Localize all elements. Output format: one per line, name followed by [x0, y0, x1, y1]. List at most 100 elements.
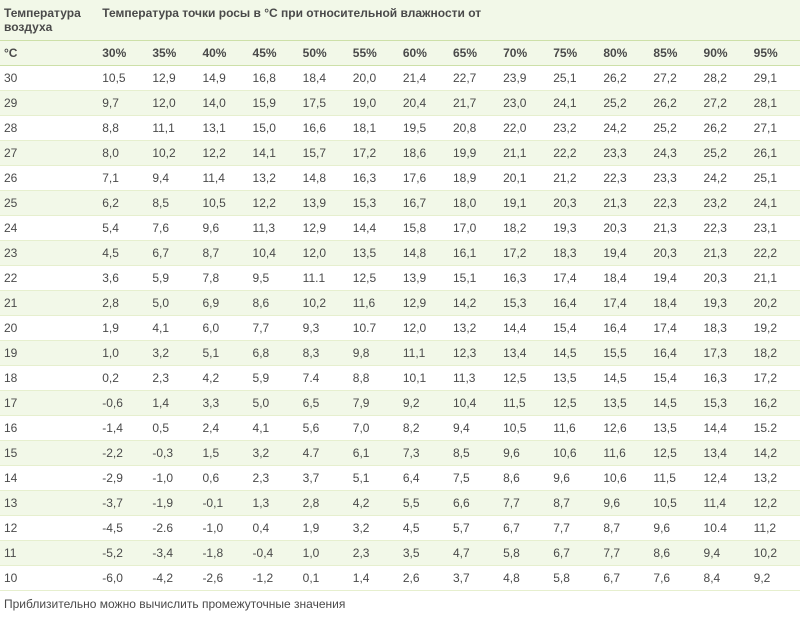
- cell-value: 1,0: [98, 341, 148, 366]
- footer-note: Приблизительно можно вычислить промежуто…: [0, 591, 800, 615]
- cell-value: 3,6: [98, 266, 148, 291]
- cell-value: 12,3: [449, 341, 499, 366]
- cell-value: 18,4: [599, 266, 649, 291]
- cell-value: 7,7: [499, 491, 549, 516]
- table-row: 180,22,34,25,97.48,810,111,312,513,514,5…: [0, 366, 800, 391]
- cell-value: 7,9: [349, 391, 399, 416]
- cell-value: 16,8: [249, 66, 299, 91]
- cell-value: 16,1: [449, 241, 499, 266]
- cell-value: 18,0: [449, 191, 499, 216]
- cell-value: 11,2: [750, 516, 800, 541]
- cell-value: 27,2: [700, 91, 750, 116]
- cell-value: 24,2: [599, 116, 649, 141]
- cell-value: 14,2: [449, 291, 499, 316]
- cell-value: 10,5: [198, 191, 248, 216]
- table-row: 13-3,7-1,9-0,11,32,84,25,56,67,78,79,610…: [0, 491, 800, 516]
- table-row: 11-5,2-3,4-1,8-0,41,02,33,54,75,86,77,78…: [0, 541, 800, 566]
- cell-value: 15,3: [349, 191, 399, 216]
- cell-value: -0,6: [98, 391, 148, 416]
- cell-value: 2,6: [399, 566, 449, 591]
- cell-value: 1,4: [349, 566, 399, 591]
- cell-value: 14,9: [198, 66, 248, 91]
- cell-value: 24,1: [549, 91, 599, 116]
- cell-value: 11,6: [549, 416, 599, 441]
- cell-value: -2,9: [98, 466, 148, 491]
- cell-value: 11,6: [349, 291, 399, 316]
- cell-airtemp: 27: [0, 141, 98, 166]
- cell-value: 6,4: [399, 466, 449, 491]
- cell-airtemp: 12: [0, 516, 98, 541]
- cell-value: 9,5: [249, 266, 299, 291]
- cell-value: 9,4: [700, 541, 750, 566]
- cell-airtemp: 10: [0, 566, 98, 591]
- cell-value: 16,4: [649, 341, 699, 366]
- cell-airtemp: 20: [0, 316, 98, 341]
- cell-value: 20,3: [599, 216, 649, 241]
- cell-value: 19,0: [349, 91, 399, 116]
- cell-value: 13,4: [700, 441, 750, 466]
- cell-value: 28,1: [750, 91, 800, 116]
- cell-value: 21,3: [649, 216, 699, 241]
- col-header-humidity: 50%: [299, 41, 349, 66]
- cell-value: 1,9: [98, 316, 148, 341]
- cell-airtemp: 23: [0, 241, 98, 266]
- table-row: 299,712,014,015,917,519,020,421,723,024,…: [0, 91, 800, 116]
- cell-value: 14,4: [349, 216, 399, 241]
- cell-value: 1,4: [148, 391, 198, 416]
- cell-value: 19,3: [700, 291, 750, 316]
- cell-value: 12,0: [299, 241, 349, 266]
- cell-value: 6,7: [148, 241, 198, 266]
- cell-value: 23,1: [750, 216, 800, 241]
- table-row: 14-2,9-1,00,62,33,75,16,47,58,69,610,611…: [0, 466, 800, 491]
- col-header-humidity: 85%: [649, 41, 699, 66]
- cell-value: 16,6: [299, 116, 349, 141]
- cell-value: 13,9: [399, 266, 449, 291]
- cell-value: 3,2: [349, 516, 399, 541]
- cell-value: 11,5: [649, 466, 699, 491]
- cell-value: 7,1: [98, 166, 148, 191]
- cell-value: 25,2: [599, 91, 649, 116]
- cell-value: 20,8: [449, 116, 499, 141]
- cell-value: -1,0: [148, 466, 198, 491]
- cell-value: 13,2: [449, 316, 499, 341]
- cell-value: 9,6: [649, 516, 699, 541]
- cell-value: 15,1: [449, 266, 499, 291]
- cell-value: 17,2: [499, 241, 549, 266]
- cell-airtemp: 25: [0, 191, 98, 216]
- cell-value: 8,2: [399, 416, 449, 441]
- cell-airtemp: 24: [0, 216, 98, 241]
- cell-value: 4,1: [148, 316, 198, 341]
- cell-value: 14,2: [750, 441, 800, 466]
- cell-value: 5,1: [349, 466, 399, 491]
- cell-value: 6,8: [249, 341, 299, 366]
- cell-value: 13,2: [750, 466, 800, 491]
- cell-value: 22,7: [449, 66, 499, 91]
- cell-value: 12,2: [198, 141, 248, 166]
- cell-value: 19,4: [599, 241, 649, 266]
- cell-value: 12,5: [549, 391, 599, 416]
- cell-value: 24,2: [700, 166, 750, 191]
- cell-airtemp: 18: [0, 366, 98, 391]
- cell-value: 14,8: [299, 166, 349, 191]
- col-header-humidity: 40%: [198, 41, 248, 66]
- cell-value: 12,0: [148, 91, 198, 116]
- cell-value: 7,3: [399, 441, 449, 466]
- table-row: 16-1,40,52,44,15,67,08,29,410,511,612,61…: [0, 416, 800, 441]
- cell-value: 18,1: [349, 116, 399, 141]
- cell-value: 13,9: [299, 191, 349, 216]
- cell-value: 4,2: [349, 491, 399, 516]
- table-row: 201,94,16,07,79,310.712,013,214,415,416,…: [0, 316, 800, 341]
- cell-value: 13,5: [649, 416, 699, 441]
- cell-value: 15,5: [599, 341, 649, 366]
- cell-value: 0,5: [148, 416, 198, 441]
- cell-value: 2,8: [299, 491, 349, 516]
- cell-value: -1,0: [198, 516, 248, 541]
- cell-value: 5,1: [198, 341, 248, 366]
- cell-value: 17,6: [399, 166, 449, 191]
- cell-value: 11,4: [700, 491, 750, 516]
- cell-value: 23,9: [499, 66, 549, 91]
- table-row: 212,85,06,98,610,211,612,914,215,316,417…: [0, 291, 800, 316]
- table-row: 278,010,212,214,115,717,218,619,921,122,…: [0, 141, 800, 166]
- cell-value: 15,8: [399, 216, 449, 241]
- cell-value: 15,4: [649, 366, 699, 391]
